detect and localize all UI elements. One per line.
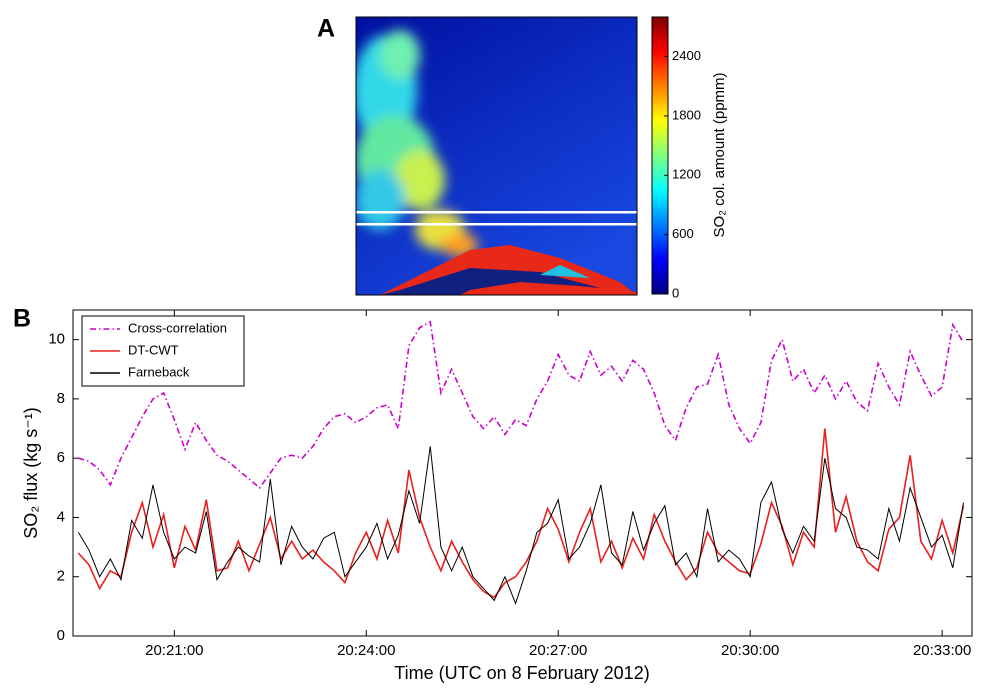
- panel-label: A: [317, 15, 335, 43]
- legend-label: Cross-correlation: [128, 320, 227, 335]
- y-tick-label: 0: [57, 627, 65, 644]
- y-tick-label: 4: [57, 508, 65, 525]
- colorbar-tick-label: 0: [672, 285, 679, 300]
- colorbar: [651, 16, 669, 295]
- so2-image: [356, 17, 637, 295]
- x-tick-label: 20:33:00: [913, 642, 971, 659]
- colorbar-tick-label: 1800: [672, 107, 701, 122]
- x-axis-label: Time (UTC on 8 February 2012): [394, 663, 649, 683]
- y-tick-label: 6: [57, 449, 65, 466]
- x-tick-label: 20:21:00: [145, 642, 203, 659]
- plot-frame: [72, 309, 973, 637]
- colorbar-tick-label: 2400: [672, 48, 701, 63]
- x-tick-label: 20:27:00: [529, 642, 587, 659]
- legend-label: Farneback: [128, 364, 190, 379]
- series-line: [77, 446, 964, 605]
- y-tick-label: 8: [57, 390, 65, 407]
- x-tick-label: 20:30:00: [721, 642, 779, 659]
- series-line: [77, 428, 965, 599]
- panel-label: B: [13, 305, 31, 333]
- legend-label: DT-CWT: [128, 342, 179, 357]
- y-tick-label: 10: [48, 331, 65, 348]
- y-tick-label: 2: [57, 568, 65, 585]
- image-frame: [355, 16, 638, 296]
- colorbar-label: SO₂ col. amount (ppmm): [711, 72, 728, 237]
- colorbar-tick-label: 1200: [672, 167, 701, 182]
- colorbar-tick-label: 600: [672, 226, 694, 241]
- y-axis-label: SO₂ flux (kg s⁻¹): [21, 407, 41, 539]
- x-tick-label: 20:24:00: [337, 642, 395, 659]
- series-line: [78, 320, 965, 489]
